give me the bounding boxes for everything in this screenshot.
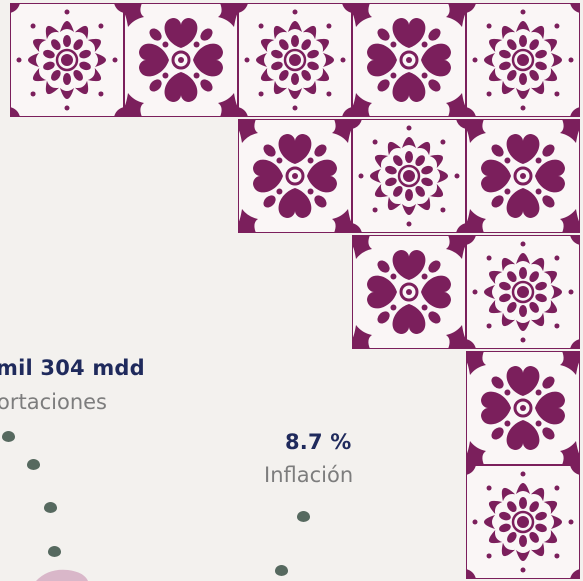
trail-dot <box>27 459 40 470</box>
exports-label: ortaciones <box>0 390 107 414</box>
pink-blob-shape <box>36 569 88 581</box>
flower-tile-icon <box>238 3 352 117</box>
heart-cross-tile-icon <box>124 3 238 117</box>
heart-cross-tile-icon <box>352 3 466 117</box>
inflation-value: 8.7 % <box>285 430 352 454</box>
flower-tile-icon <box>466 3 580 117</box>
trail-dot <box>2 431 15 442</box>
trail-dot <box>48 546 61 557</box>
heart-cross-tile-icon <box>466 351 580 465</box>
heart-cross-tile-icon <box>352 235 466 349</box>
trail-dot <box>297 511 310 522</box>
heart-cross-tile-icon <box>238 119 352 233</box>
trail-dot <box>275 565 288 576</box>
flower-tile-icon <box>10 3 124 117</box>
heart-cross-tile-icon <box>466 119 580 233</box>
flower-tile-icon <box>466 465 580 579</box>
trail-dot <box>44 502 57 513</box>
flower-tile-icon <box>466 235 580 349</box>
exports-value: mil 304 mdd <box>0 356 145 380</box>
flower-tile-icon <box>352 119 466 233</box>
inflation-label: Inflación <box>264 463 354 487</box>
